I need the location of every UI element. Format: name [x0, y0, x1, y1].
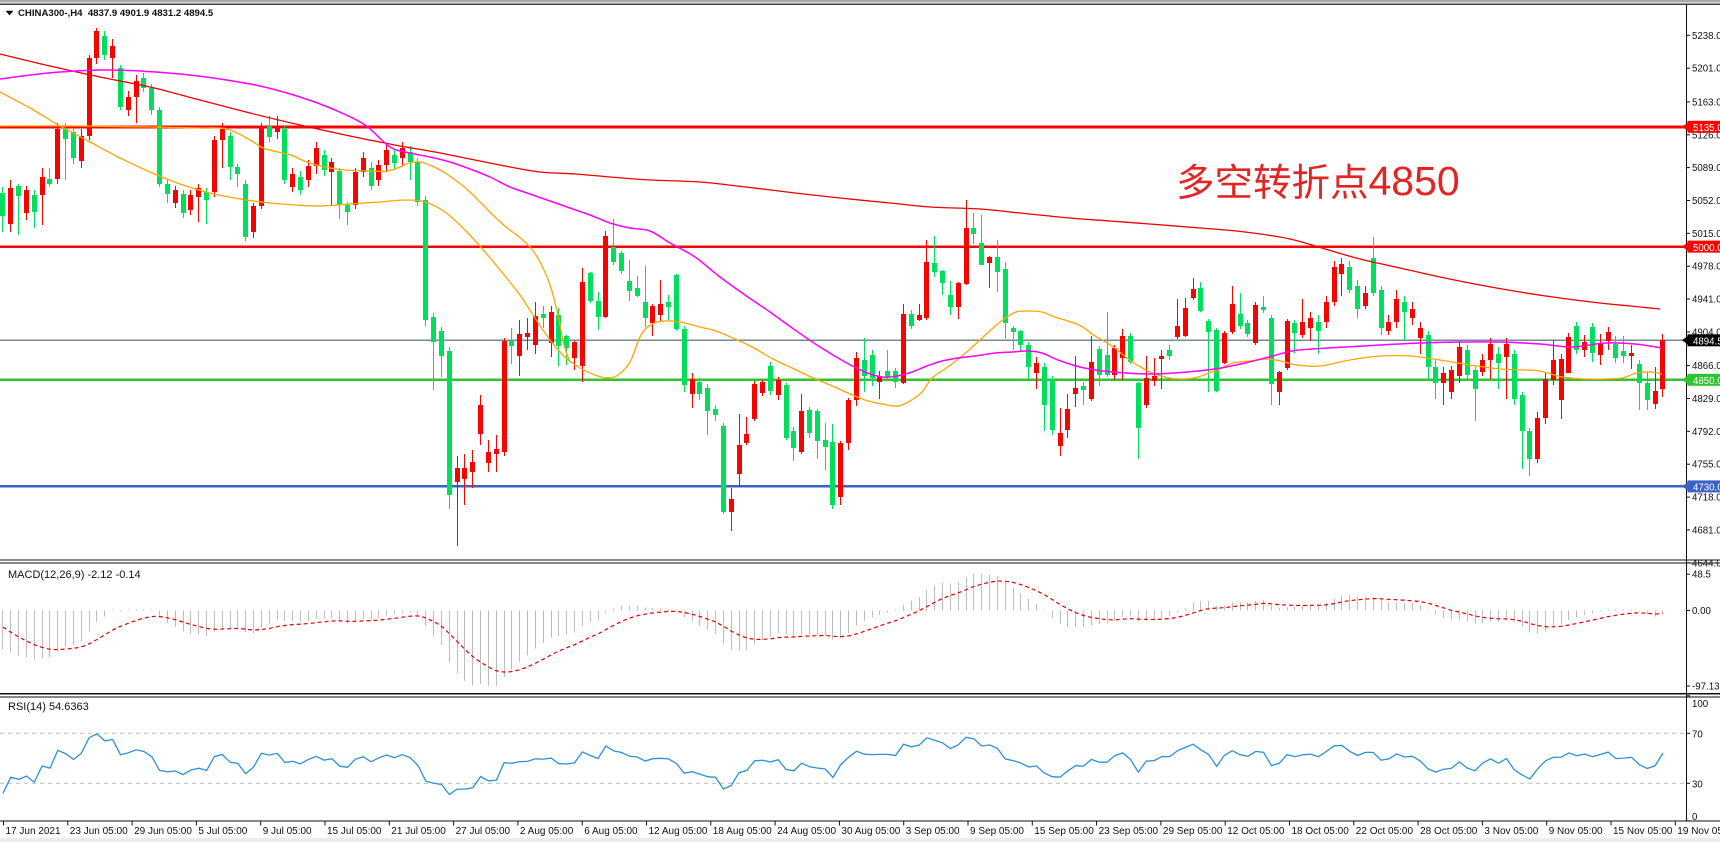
svg-text:18 Oct 05:00: 18 Oct 05:00: [1292, 826, 1350, 837]
svg-text:5126.0: 5126.0: [1692, 130, 1720, 141]
svg-text:4978.0: 4978.0: [1692, 262, 1720, 273]
svg-text:4904.0: 4904.0: [1692, 327, 1720, 338]
svg-text:27 Jul 05:00: 27 Jul 05:00: [456, 826, 511, 837]
svg-text:29 Sep 05:00: 29 Sep 05:00: [1163, 826, 1223, 837]
svg-text:17 Jun 2021: 17 Jun 2021: [6, 826, 61, 837]
svg-text:MACD(12,26,9) -2.12 -0.14: MACD(12,26,9) -2.12 -0.14: [8, 569, 141, 581]
svg-text:CHINA300-,H4 4837.9 4901.9 48: CHINA300-,H4 4837.9 4901.9 4831.2 4894.5: [18, 8, 214, 19]
svg-text:4941.0: 4941.0: [1692, 295, 1720, 306]
svg-text:12 Oct 05:00: 12 Oct 05:00: [1227, 826, 1285, 837]
svg-text:5238.0: 5238.0: [1692, 31, 1720, 42]
svg-text:2 Aug 05:00: 2 Aug 05:00: [520, 826, 574, 837]
svg-text:15 Nov 05:00: 15 Nov 05:00: [1613, 826, 1673, 837]
svg-text:12 Aug 05:00: 12 Aug 05:00: [649, 826, 708, 837]
svg-text:0.00: 0.00: [1692, 606, 1711, 617]
svg-text:5089.0: 5089.0: [1692, 163, 1720, 174]
svg-text:5135.0: 5135.0: [1693, 123, 1720, 134]
svg-text:18 Aug 05:00: 18 Aug 05:00: [713, 826, 772, 837]
svg-text:4866.0: 4866.0: [1692, 361, 1720, 372]
svg-text:21 Jul 05:00: 21 Jul 05:00: [391, 826, 446, 837]
svg-text:28 Oct 05:00: 28 Oct 05:00: [1420, 826, 1478, 837]
svg-text:4718.0: 4718.0: [1692, 493, 1720, 504]
svg-text:19 Nov 05:00: 19 Nov 05:00: [1677, 826, 1720, 837]
svg-text:4681.0: 4681.0: [1692, 525, 1720, 536]
svg-text:30 Aug 05:00: 30 Aug 05:00: [841, 826, 900, 837]
svg-text:4894.5: 4894.5: [1693, 337, 1720, 348]
svg-text:4850: 4850: [1369, 158, 1460, 204]
svg-text:70: 70: [1692, 729, 1703, 740]
svg-text:3 Nov 05:00: 3 Nov 05:00: [1484, 826, 1538, 837]
svg-text:RSI(14) 54.6363: RSI(14) 54.6363: [8, 701, 89, 713]
svg-text:3 Sep 05:00: 3 Sep 05:00: [906, 826, 960, 837]
svg-text:9 Nov 05:00: 9 Nov 05:00: [1549, 826, 1603, 837]
svg-text:15 Sep 05:00: 15 Sep 05:00: [1034, 826, 1094, 837]
svg-text:5052.0: 5052.0: [1692, 196, 1720, 207]
svg-text:5 Jul 05:00: 5 Jul 05:00: [198, 826, 247, 837]
svg-text:5000.0: 5000.0: [1693, 243, 1720, 254]
svg-text:0: 0: [1692, 812, 1698, 823]
svg-text:22 Oct 05:00: 22 Oct 05:00: [1356, 826, 1414, 837]
svg-text:6 Aug 05:00: 6 Aug 05:00: [584, 826, 638, 837]
svg-text:23 Jun 05:00: 23 Jun 05:00: [70, 826, 128, 837]
svg-text:4850.0: 4850.0: [1693, 376, 1720, 387]
svg-text:24 Aug 05:00: 24 Aug 05:00: [777, 826, 836, 837]
svg-text:4792.0: 4792.0: [1692, 427, 1720, 438]
svg-text:5015.0: 5015.0: [1692, 229, 1720, 240]
svg-text:48.5: 48.5: [1692, 570, 1711, 581]
svg-text:5201.0: 5201.0: [1692, 64, 1720, 75]
svg-text:4755.0: 4755.0: [1692, 460, 1720, 471]
svg-text:15 Jul 05:00: 15 Jul 05:00: [327, 826, 382, 837]
svg-text:23 Sep 05:00: 23 Sep 05:00: [1099, 826, 1159, 837]
svg-text:100: 100: [1692, 699, 1709, 710]
svg-text:29 Jun 05:00: 29 Jun 05:00: [134, 826, 192, 837]
svg-text:30: 30: [1692, 779, 1703, 790]
svg-text:-97.13: -97.13: [1692, 682, 1719, 693]
svg-text:4829.0: 4829.0: [1692, 394, 1720, 405]
svg-text:9 Jul 05:00: 9 Jul 05:00: [263, 826, 312, 837]
svg-text:5163.0: 5163.0: [1692, 97, 1720, 108]
svg-text:4644.0: 4644.0: [1692, 558, 1720, 569]
svg-text:9 Sep 05:00: 9 Sep 05:00: [970, 826, 1024, 837]
svg-text:4730.0: 4730.0: [1693, 483, 1720, 494]
